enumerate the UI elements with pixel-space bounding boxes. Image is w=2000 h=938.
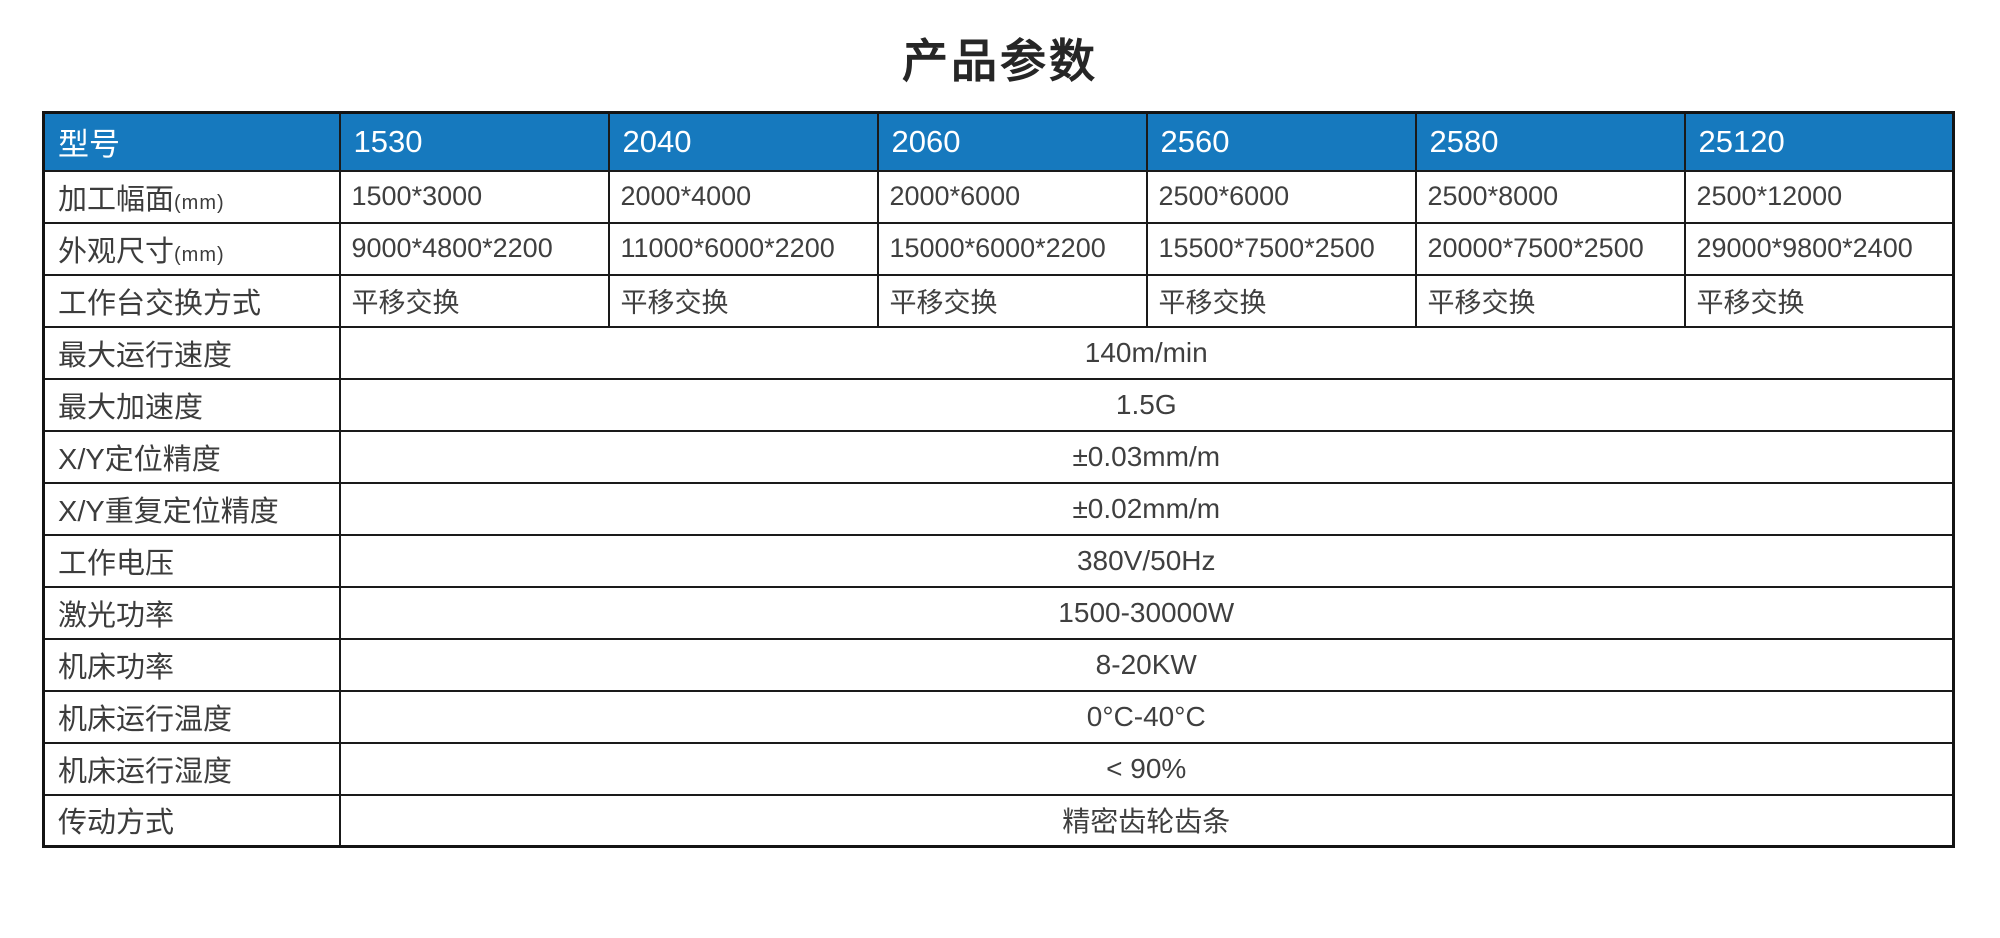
spec-value: 平移交换: [607, 273, 879, 328]
header-cell-model: 2560: [1145, 111, 1417, 172]
spec-value: 1500*3000: [338, 169, 610, 224]
table-row-max-acceleration: 最大加速度 1.5G: [42, 377, 1955, 432]
spec-value: 15000*6000*2200: [876, 221, 1148, 276]
header-cell-model: 2580: [1414, 111, 1686, 172]
spec-value: 15500*7500*2500: [1145, 221, 1417, 276]
spec-value: 平移交换: [1414, 273, 1686, 328]
row-label: 机床运行温度: [42, 689, 341, 744]
row-label-text: 外观尺寸: [58, 235, 175, 268]
spec-value-spanned: < 90%: [338, 741, 1955, 796]
header-cell-model: 25120: [1683, 111, 1955, 172]
row-label-unit: (mm): [174, 243, 225, 266]
table-row-machine-power: 机床功率 8-20KW: [42, 637, 1955, 692]
spec-value-spanned: 140m/min: [338, 325, 1955, 380]
spec-value: 2500*8000: [1414, 169, 1686, 224]
row-label: 传动方式: [42, 793, 341, 848]
table-row-max-speed: 最大运行速度 140m/min: [42, 325, 1955, 380]
spec-value: 9000*4800*2200: [338, 221, 610, 276]
table-row-transmission: 传动方式 精密齿轮齿条: [42, 793, 1955, 848]
row-label-unit: (mm): [174, 191, 225, 214]
spec-value-spanned: 8-20KW: [338, 637, 1955, 692]
spec-value: 平移交换: [338, 273, 610, 328]
spec-value: 2500*12000: [1683, 169, 1955, 224]
table-row-positioning-accuracy: X/Y定位精度 ±0.03mm/m: [42, 429, 1955, 484]
row-label: 外观尺寸(mm): [42, 221, 341, 276]
page-title: 产品参数: [902, 35, 1098, 87]
row-label-text: 工作台交换方式: [58, 287, 262, 320]
table-row-working-voltage: 工作电压 380V/50Hz: [42, 533, 1955, 588]
spec-value: 2000*6000: [876, 169, 1148, 224]
header-cell-model-label: 型号: [42, 111, 341, 172]
table-row-laser-power: 激光功率 1500-30000W: [42, 585, 1955, 640]
row-label: 工作台交换方式: [42, 273, 341, 328]
header-cell-model: 1530: [338, 111, 610, 172]
spec-value: 2500*6000: [1145, 169, 1417, 224]
row-label: 机床功率: [42, 637, 341, 692]
header-cell-model: 2060: [876, 111, 1148, 172]
row-label: 加工幅面(mm): [42, 169, 341, 224]
row-label-text: 加工幅面: [58, 183, 175, 216]
spec-value: 20000*7500*2500: [1414, 221, 1686, 276]
spec-value: 平移交换: [876, 273, 1148, 328]
spec-value: 11000*6000*2200: [607, 221, 879, 276]
table-row-repeat-positioning-accuracy: X/Y重复定位精度 ±0.02mm/m: [42, 481, 1955, 536]
spec-value-spanned: 380V/50Hz: [338, 533, 1955, 588]
table-row-operating-temperature: 机床运行温度 0°C-40°C: [42, 689, 1955, 744]
header-cell-model: 2040: [607, 111, 879, 172]
row-label: X/Y定位精度: [42, 429, 341, 484]
spec-value: 平移交换: [1145, 273, 1417, 328]
spec-value-spanned: 1.5G: [338, 377, 1955, 432]
table-row-working-area: 加工幅面(mm) 1500*3000 2000*4000 2000*6000 2…: [42, 169, 1955, 224]
product-spec-table: 型号 1530 2040 2060 2560 2580 25120 加工幅面(m…: [42, 110, 1955, 849]
row-label: 激光功率: [42, 585, 341, 640]
spec-value-spanned: ±0.02mm/m: [338, 481, 1955, 536]
table-row-table-exchange: 工作台交换方式 平移交换 平移交换 平移交换 平移交换 平移交换 平移交换: [42, 273, 1955, 328]
row-label: 最大运行速度: [42, 325, 341, 380]
row-label: 工作电压: [42, 533, 341, 588]
spec-value: 2000*4000: [607, 169, 879, 224]
table-header-row: 型号 1530 2040 2060 2560 2580 25120: [42, 111, 1955, 172]
spec-value: 29000*9800*2400: [1683, 221, 1955, 276]
table-row-dimensions: 外观尺寸(mm) 9000*4800*2200 11000*6000*2200 …: [42, 221, 1955, 276]
row-label: 最大加速度: [42, 377, 341, 432]
row-label: 机床运行湿度: [42, 741, 341, 796]
spec-value-spanned: ±0.03mm/m: [338, 429, 1955, 484]
spec-value-spanned: 1500-30000W: [338, 585, 1955, 640]
spec-value-spanned: 0°C-40°C: [338, 689, 1955, 744]
spec-value: 平移交换: [1683, 273, 1955, 328]
spec-value-spanned: 精密齿轮齿条: [338, 793, 1955, 848]
row-label: X/Y重复定位精度: [42, 481, 341, 536]
table-row-operating-humidity: 机床运行湿度 < 90%: [42, 741, 1955, 796]
